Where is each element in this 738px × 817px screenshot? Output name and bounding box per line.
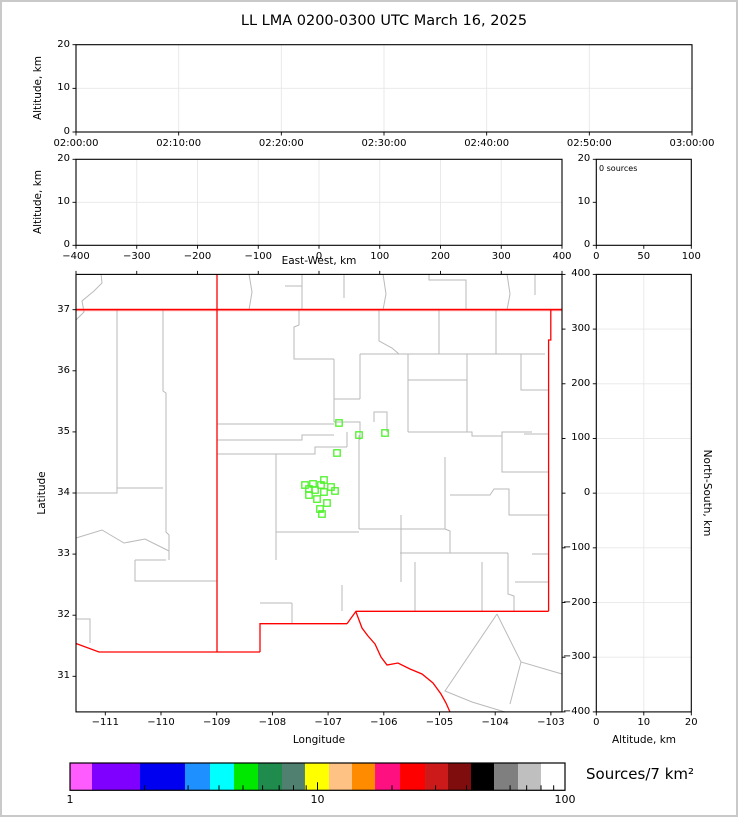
- ew-panel-xlabel: East-West, km: [281, 255, 357, 267]
- tick-label: 0: [63, 239, 70, 251]
- tick-label: −105: [425, 717, 454, 729]
- tick-label: 100: [370, 250, 390, 262]
- tick-label: −100: [244, 250, 272, 262]
- tick-label: 20: [577, 153, 591, 165]
- colorbar: [69, 762, 566, 791]
- tick-label: 10: [57, 196, 70, 208]
- source-marker: [316, 505, 324, 513]
- source-marker: [323, 499, 331, 507]
- tick-label: −400: [62, 250, 90, 262]
- tick-label: 1: [66, 792, 74, 806]
- tick-label: 100: [571, 432, 591, 444]
- tick-label: −107: [314, 717, 342, 729]
- tick-label: −110: [147, 717, 175, 729]
- source-marker: [335, 419, 343, 427]
- tick-label: 20: [57, 153, 70, 165]
- source-marker: [301, 481, 309, 489]
- tick-label: −106: [370, 717, 398, 729]
- county-boundary-lines: [75, 273, 563, 713]
- tick-label: 20: [57, 38, 70, 50]
- source-marker: [311, 486, 319, 494]
- tick-label: 100: [554, 792, 576, 806]
- tick-label: 0: [583, 487, 591, 499]
- tick-label: −200: [183, 250, 212, 262]
- tick-label: 0: [583, 239, 591, 251]
- tick-label: 100: [681, 250, 701, 262]
- tick-label: 34: [57, 487, 70, 498]
- tick-label: 02:50:00: [566, 137, 612, 149]
- source-marker: [320, 488, 328, 496]
- tick-label: 400: [571, 268, 591, 280]
- tick-label: 10: [637, 717, 651, 729]
- tick-label: 36: [57, 364, 70, 376]
- tick-label: −100: [562, 541, 591, 553]
- tick-label: 10: [310, 792, 325, 806]
- tick-label: 10: [57, 82, 70, 94]
- tick-label: 50: [637, 250, 651, 262]
- tick-label: 300: [571, 323, 591, 335]
- tick-label: 02:40:00: [464, 137, 510, 149]
- source-marker: [333, 449, 341, 457]
- tick-label: 31: [57, 670, 70, 682]
- tick-label: 02:00:00: [53, 137, 99, 149]
- source-marker: [381, 429, 389, 437]
- tick-label: 0: [593, 717, 600, 729]
- source-marker: [327, 483, 335, 491]
- tick-label: 400: [552, 250, 572, 262]
- gridlines: [76, 44, 692, 712]
- map-xlabel: Longitude: [292, 734, 346, 746]
- tick-label: 03:00:00: [669, 137, 715, 149]
- tick-label: 02:10:00: [156, 137, 202, 149]
- ns-panel-right-label: North-South, km: [701, 449, 713, 537]
- tick-label: −108: [258, 717, 287, 729]
- histogram-annotation: 0 sources: [599, 164, 638, 173]
- tick-label: 02:20:00: [258, 137, 304, 149]
- tick-label: 35: [57, 425, 70, 437]
- tick-label: −111: [91, 717, 120, 729]
- source-marker: [313, 495, 321, 503]
- tick-label: 20: [684, 717, 698, 729]
- source-marker: [318, 510, 326, 518]
- tick-label: −300: [123, 250, 151, 262]
- tick-label: 300: [491, 250, 511, 262]
- tick-label: −109: [202, 717, 231, 729]
- tick-label: 10: [577, 196, 591, 208]
- panel-axes: [72, 44, 693, 716]
- tick-label: 32: [57, 609, 70, 621]
- tick-label: 0: [315, 250, 323, 262]
- figure-title: LL LMA 0200-0300 UTC March 16, 2025: [240, 13, 528, 29]
- source-marker: [355, 431, 363, 439]
- tick-label: 0: [593, 250, 600, 262]
- tick-label: −104: [481, 717, 509, 729]
- tick-label: 0: [63, 126, 70, 137]
- tick-label: −200: [562, 596, 591, 608]
- source-marker: [331, 487, 339, 495]
- ns-panel-xlabel: Altitude, km: [611, 734, 676, 746]
- colorbar-label: Sources/7 km²: [586, 765, 695, 783]
- tick-label: 02:30:00: [361, 137, 407, 149]
- tick-label: −103: [537, 717, 565, 729]
- tick-label: 200: [430, 250, 451, 262]
- tick-label: 200: [571, 377, 591, 389]
- lightning-source-markers: [301, 419, 389, 518]
- tick-label: 37: [57, 303, 70, 315]
- tick-label: 33: [57, 548, 70, 560]
- source-marker: [305, 491, 313, 499]
- tick-label: −400: [562, 705, 591, 717]
- state-border-lines: [75, 274, 562, 713]
- tick-label: −300: [562, 651, 591, 663]
